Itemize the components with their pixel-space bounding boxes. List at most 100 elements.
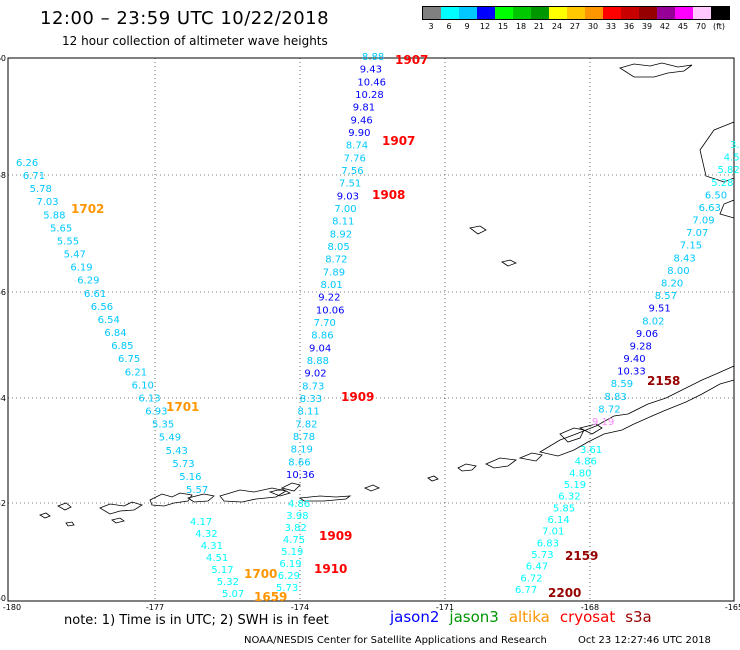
color-scale-label: 42 <box>659 22 671 31</box>
wave-height-value: 9.04 <box>309 343 331 354</box>
wave-height-value: 8.88 <box>362 52 384 63</box>
footer-timestamp: Oct 23 12:27:46 UTC 2018 <box>578 635 711 646</box>
mainland-alaska-north <box>619 62 735 219</box>
alaska-peninsula <box>538 365 735 457</box>
pass-time-label: 1701 <box>166 400 199 414</box>
wave-height-value: 4.32 <box>195 529 217 540</box>
wave-height-value: 5.78 <box>30 184 52 195</box>
color-scale-label: 39 <box>641 22 653 31</box>
wave-height-value: 10.28 <box>355 90 384 101</box>
wave-height-value: 6.77 <box>515 585 537 596</box>
wave-height-value: 7.89 <box>323 267 345 278</box>
wave-height-value: 8.00 <box>667 266 689 277</box>
wave-height-value: 8.72 <box>325 255 347 266</box>
wave-height-value: 6.26 <box>16 158 38 169</box>
wave-height-value: 9.02 <box>304 369 326 380</box>
color-swatch <box>711 7 729 19</box>
latitude-label: 60 <box>0 54 6 63</box>
wave-height-value: 3.61 <box>580 445 602 456</box>
wave-height-value: 10.46 <box>357 77 386 88</box>
latitude-label: 52 <box>0 499 6 508</box>
wave-height-value: 5.16 <box>179 472 201 483</box>
map-title: 12:00 – 23:59 UTC 10/22/2018 <box>40 8 330 29</box>
wave-height-value: 8.01 <box>321 280 343 291</box>
wave-height-value: 7.76 <box>344 153 366 164</box>
wave-height-value: 8.05 <box>328 242 350 253</box>
wave-height-value: 7.56 <box>341 166 363 177</box>
pass-time-label: 2158 <box>647 374 680 388</box>
wave-height-value: 9.90 <box>348 128 370 139</box>
color-swatch <box>621 7 639 19</box>
wave-height-value: 5.57 <box>186 485 208 496</box>
coastlines <box>39 62 735 527</box>
pass-time-label: 1659 <box>254 590 287 604</box>
color-scale-label: 27 <box>569 22 581 31</box>
color-swatch <box>657 7 675 19</box>
wave-height-value: 7.09 <box>692 216 714 227</box>
longitude-label: -165 <box>725 603 740 612</box>
longitude-label: -168 <box>581 603 599 612</box>
wave-height-value: 8.19 <box>291 445 313 456</box>
wave-height-value: 8.11 <box>332 217 354 228</box>
footer-note: note: 1) Time is in UTC; 2) SWH is in fe… <box>64 613 329 628</box>
mission-legend-item: jason3 <box>449 608 499 626</box>
color-scale-label: 18 <box>515 22 527 31</box>
wave-height-value: 6.10 <box>132 380 154 391</box>
color-scale-label: 36 <box>623 22 635 31</box>
color-swatch <box>459 7 477 19</box>
wave-height-value: 6.13 <box>138 393 160 404</box>
wave-height-value: 5.17 <box>211 565 233 576</box>
latitude-label: 54 <box>0 394 6 403</box>
wave-height-value: 10.36 <box>286 470 315 481</box>
wave-height-value: 4.51 <box>206 553 228 564</box>
color-scale-label: 3 <box>428 22 434 31</box>
wave-height-value: 7.51 <box>339 179 361 190</box>
wave-height-value: 7.70 <box>314 318 336 329</box>
wave-height-value: 10.33 <box>617 367 646 378</box>
wave-height-value: 8.72 <box>598 404 620 415</box>
longitude-labels: -180 -177 -174 -171 -168 -165 <box>3 603 740 612</box>
wave-height-value: 6.71 <box>23 171 45 182</box>
track-2158: 3. 4.55.82 5.286.50 6.63 7.097.07 7.158.43 8.0… <box>592 140 740 428</box>
pribilof-islands <box>469 225 517 267</box>
aleutian-central-islands <box>219 482 352 503</box>
wave-height-value: 8.11 <box>298 407 320 418</box>
wave-height-value: 7.01 <box>542 527 564 538</box>
wave-height-value: 9.28 <box>630 342 652 353</box>
wave-height-value: 9.06 <box>636 329 658 340</box>
color-swatch <box>585 7 603 19</box>
wave-height-value: 5.88 <box>43 210 65 221</box>
color-scale-label: 9 <box>464 22 470 31</box>
wave-height-value: 5.19 <box>281 547 303 558</box>
pass-time-label: 1909 <box>319 529 352 543</box>
color-swatch <box>441 7 459 19</box>
wave-height-value: 6.85 <box>111 341 133 352</box>
wave-height-value: 5.73 <box>172 459 194 470</box>
color-scale-unit: (ft) <box>713 22 726 31</box>
color-scale-labels: 3 6 9 12 15 18 21 24 27 30 33 36 39 42 45 70 <box>422 20 730 34</box>
map-frame <box>7 57 735 602</box>
wave-height-value: 8.78 <box>293 432 315 443</box>
color-scale-label: 21 <box>533 22 545 31</box>
color-scale-label: 15 <box>497 22 509 31</box>
wave-height-value: 4.5 <box>724 153 740 164</box>
wave-height-value: 5.82 <box>718 165 740 176</box>
wave-height-value: 9.22 <box>318 293 340 304</box>
wave-height-value: 6.32 <box>558 492 580 503</box>
wave-height-color-scale: 3 6 9 12 15 18 21 24 27 30 33 36 39 42 45 70 <box>422 6 730 34</box>
color-swatch <box>423 7 441 19</box>
longitude-label: -177 <box>146 603 164 612</box>
wave-height-value: 8.59 <box>611 379 633 390</box>
latitude-label: 58 <box>0 171 6 180</box>
mission-legend-item: jason2 <box>390 608 440 626</box>
color-swatch <box>693 7 711 19</box>
longitude-label: -180 <box>3 603 21 612</box>
pass-time-label: 1907 <box>382 134 415 148</box>
wave-height-value: 7.00 <box>334 204 356 215</box>
mission-legend-item: cryosat <box>559 608 616 626</box>
graticule <box>8 58 734 601</box>
wave-height-value: 6.84 <box>104 328 126 339</box>
pass-time-label: 2200 <box>548 586 581 600</box>
track-1702: 6.26 6.71 5.78 7.03 5.88 5.65 5.55 5.47 6.19 6.29… <box>16 158 208 496</box>
